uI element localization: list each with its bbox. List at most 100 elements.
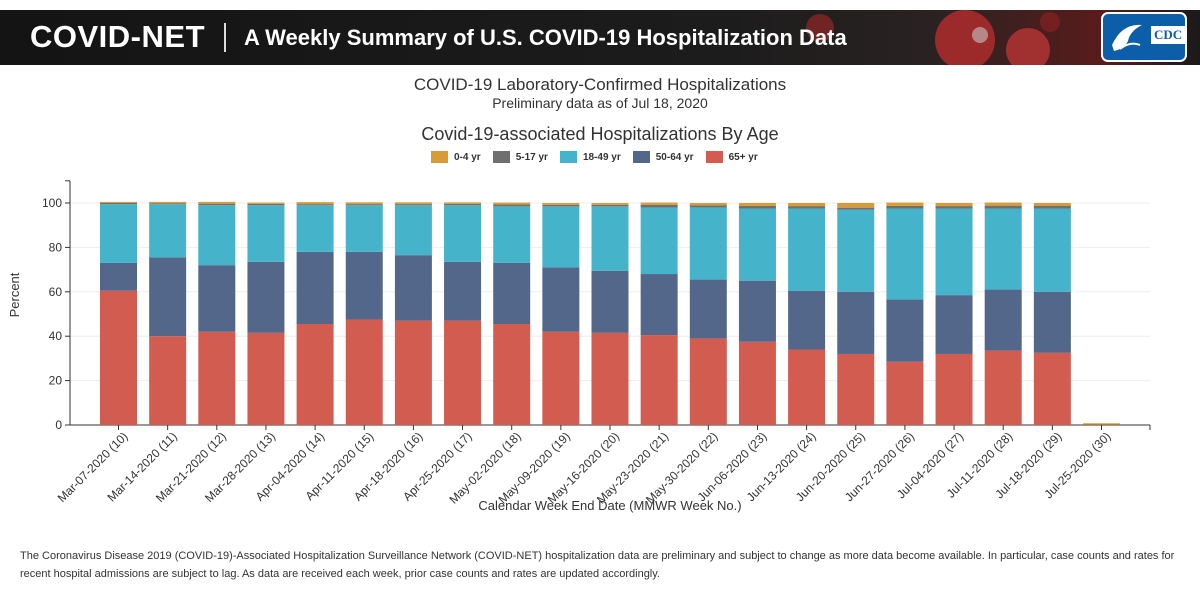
bar-segment xyxy=(837,353,875,425)
cdc-logo[interactable]: CDC xyxy=(1101,12,1187,62)
y-tick-label: 80 xyxy=(49,240,63,254)
bar-segment xyxy=(738,341,776,425)
bar-segment xyxy=(935,295,973,354)
bar-segment xyxy=(788,206,826,209)
bar-segment xyxy=(100,262,137,291)
bar-segment xyxy=(493,202,531,205)
bar-segment xyxy=(689,279,727,339)
bar-segment xyxy=(591,270,629,333)
bar-segment xyxy=(788,203,826,207)
bar-segment xyxy=(394,202,432,205)
bar-segment xyxy=(444,320,482,425)
y-tick-label: 100 xyxy=(42,196,62,210)
bar-segment xyxy=(493,204,531,207)
legend-swatch xyxy=(431,151,448,163)
cdc-logo-text: CDC xyxy=(1151,26,1186,44)
bar-segment xyxy=(984,350,1022,425)
bar-segment xyxy=(542,331,580,425)
bar-segment xyxy=(689,207,727,280)
bar-segment xyxy=(247,332,285,425)
bar-segment xyxy=(788,290,826,350)
bar-segment xyxy=(1033,205,1071,209)
bar-segment xyxy=(984,208,1022,290)
bar-segment xyxy=(542,267,580,332)
legend-swatch xyxy=(492,151,510,163)
bar-segment xyxy=(935,208,973,296)
bar-segment xyxy=(149,336,187,425)
bar-segment xyxy=(394,204,432,206)
bar-segment xyxy=(345,205,383,252)
bar-segment xyxy=(444,205,482,262)
bar-segment xyxy=(149,203,187,205)
bar-segment xyxy=(100,203,137,205)
legend-item[interactable]: 0-4 yr xyxy=(431,151,481,163)
legend-item[interactable]: 50-64 yr xyxy=(632,151,694,163)
bar-segment xyxy=(247,203,285,206)
bar-segment xyxy=(837,291,875,354)
bar-segment xyxy=(444,261,482,321)
bar-segment xyxy=(591,206,629,271)
brand-name: COVID-NET xyxy=(30,19,205,54)
chart-subtitle: Preliminary data as of Jul 18, 2020 xyxy=(492,95,708,111)
bar-segment xyxy=(935,203,973,207)
legend-item[interactable]: 18-49 yr xyxy=(559,151,621,163)
y-tick-label: 20 xyxy=(49,374,63,388)
bar-segment xyxy=(886,205,924,209)
bar-segment xyxy=(591,204,629,207)
bar-segment xyxy=(738,205,776,209)
bar-segment xyxy=(984,289,1022,351)
bar-segment xyxy=(935,206,973,209)
bar-segment xyxy=(198,265,236,332)
legend-swatch xyxy=(705,151,723,163)
bar-segment xyxy=(591,332,629,425)
bar-segment xyxy=(1033,352,1071,425)
bar-segment xyxy=(149,204,187,258)
legend-label: 50-64 yr xyxy=(655,151,694,163)
bar-segment xyxy=(345,202,383,205)
bar-segment xyxy=(640,204,678,208)
bar-segment xyxy=(444,203,482,206)
bar-segment xyxy=(886,202,924,206)
bar-segment xyxy=(837,209,875,292)
bar-segment xyxy=(345,251,383,320)
bar-segment xyxy=(247,202,285,204)
bar-segment xyxy=(198,203,236,206)
bar-segment xyxy=(591,203,629,205)
bar-segment xyxy=(296,205,334,252)
bar-segment xyxy=(198,201,236,204)
bar-segment xyxy=(1033,208,1071,292)
bar-segment xyxy=(984,205,1022,209)
bar-segment xyxy=(788,208,826,291)
hhs-eagle-icon xyxy=(1112,24,1142,51)
bar-segment xyxy=(345,319,383,425)
legend-label: 0-4 yr xyxy=(454,151,481,163)
legend-item[interactable]: 5-17 yr xyxy=(492,151,548,163)
bar-segment xyxy=(394,255,432,321)
legend-label: 65+ yr xyxy=(728,151,758,163)
legend-swatch xyxy=(632,151,650,163)
bar-segment xyxy=(198,331,236,425)
chart-title: COVID-19 Laboratory-Confirmed Hospitaliz… xyxy=(413,75,787,94)
bar-segment xyxy=(198,205,236,266)
bar-segment xyxy=(689,203,727,206)
bar-segment xyxy=(837,203,875,208)
chart-legend: 0-4 yr 5-17 yr 18-49 yr 50-64 yr 65+ yr xyxy=(431,150,770,164)
banner-divider xyxy=(224,23,226,52)
footnote: The Coronavirus Disease 2019 (COVID-19)-… xyxy=(20,550,1175,580)
bar-segment xyxy=(394,320,432,425)
bar-segment xyxy=(493,206,531,263)
bar-segment xyxy=(689,338,727,425)
legend-item[interactable]: 65+ yr xyxy=(705,151,758,163)
bar-segment xyxy=(886,361,924,425)
bar-segment xyxy=(296,204,334,206)
legend-label: 5-17 yr xyxy=(515,151,548,163)
y-tick-label: 60 xyxy=(49,285,63,299)
bar-segment xyxy=(444,202,482,204)
bar-segment xyxy=(296,202,334,205)
x-axis-label: Calendar Week End Date (MMWR Week No.) xyxy=(478,498,741,513)
y-tick-label: 40 xyxy=(49,329,63,343)
bar-segment xyxy=(542,206,580,268)
banner-title: A Weekly Summary of U.S. COVID-19 Hospit… xyxy=(244,25,847,50)
legend-swatch xyxy=(559,151,577,163)
